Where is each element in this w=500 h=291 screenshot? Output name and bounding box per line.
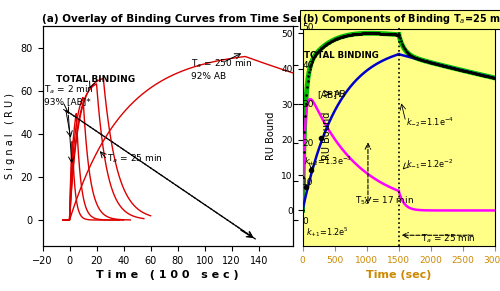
Y-axis label: S i g n a l   ( R U ): S i g n a l ( R U ) [5, 93, 15, 179]
Text: [AB]*: [AB]* [318, 90, 342, 99]
Text: TOTAL BINDING: TOTAL BINDING [56, 75, 135, 84]
Text: $k_{-1}$=1.2e$^{-2}$: $k_{-1}$=1.2e$^{-2}$ [406, 157, 453, 171]
Text: TOTAL BINDING: TOTAL BINDING [304, 51, 379, 60]
Text: AB: AB [334, 90, 347, 99]
Text: $k_{+1}$=1.2e$^5$: $k_{+1}$=1.2e$^5$ [306, 225, 348, 239]
Text: T$_{50}$ = 17 min: T$_{50}$ = 17 min [355, 194, 414, 207]
Text: $k_{+2}$=1.3e$^{-3}$: $k_{+2}$=1.3e$^{-3}$ [304, 154, 352, 168]
Text: (b) Components of Binding T$_a$=25 min: (b) Components of Binding T$_a$=25 min [302, 12, 500, 26]
Text: T$_a$ = 25 min: T$_a$ = 25 min [108, 153, 163, 165]
X-axis label: Time (sec): Time (sec) [366, 270, 432, 280]
Y-axis label: RU Bound: RU Bound [266, 112, 276, 160]
Text: (a) Overlay of Binding Curves from Time Series: (a) Overlay of Binding Curves from Time … [42, 14, 320, 24]
Text: $k_{-2}$=1.1e$^{-4}$: $k_{-2}$=1.1e$^{-4}$ [406, 115, 454, 129]
Y-axis label: RU Bound: RU Bound [322, 112, 332, 160]
X-axis label: T i m e   ( 1 0 0   s e c ): T i m e ( 1 0 0 s e c ) [96, 270, 239, 280]
Text: T$_a$ = 25 min: T$_a$ = 25 min [421, 233, 476, 245]
Text: T$_a$ = 250 min
92% AB: T$_a$ = 250 min 92% AB [191, 58, 252, 81]
Text: T$_a$ = 2 min
93% [AB]*: T$_a$ = 2 min 93% [AB]* [44, 84, 94, 107]
